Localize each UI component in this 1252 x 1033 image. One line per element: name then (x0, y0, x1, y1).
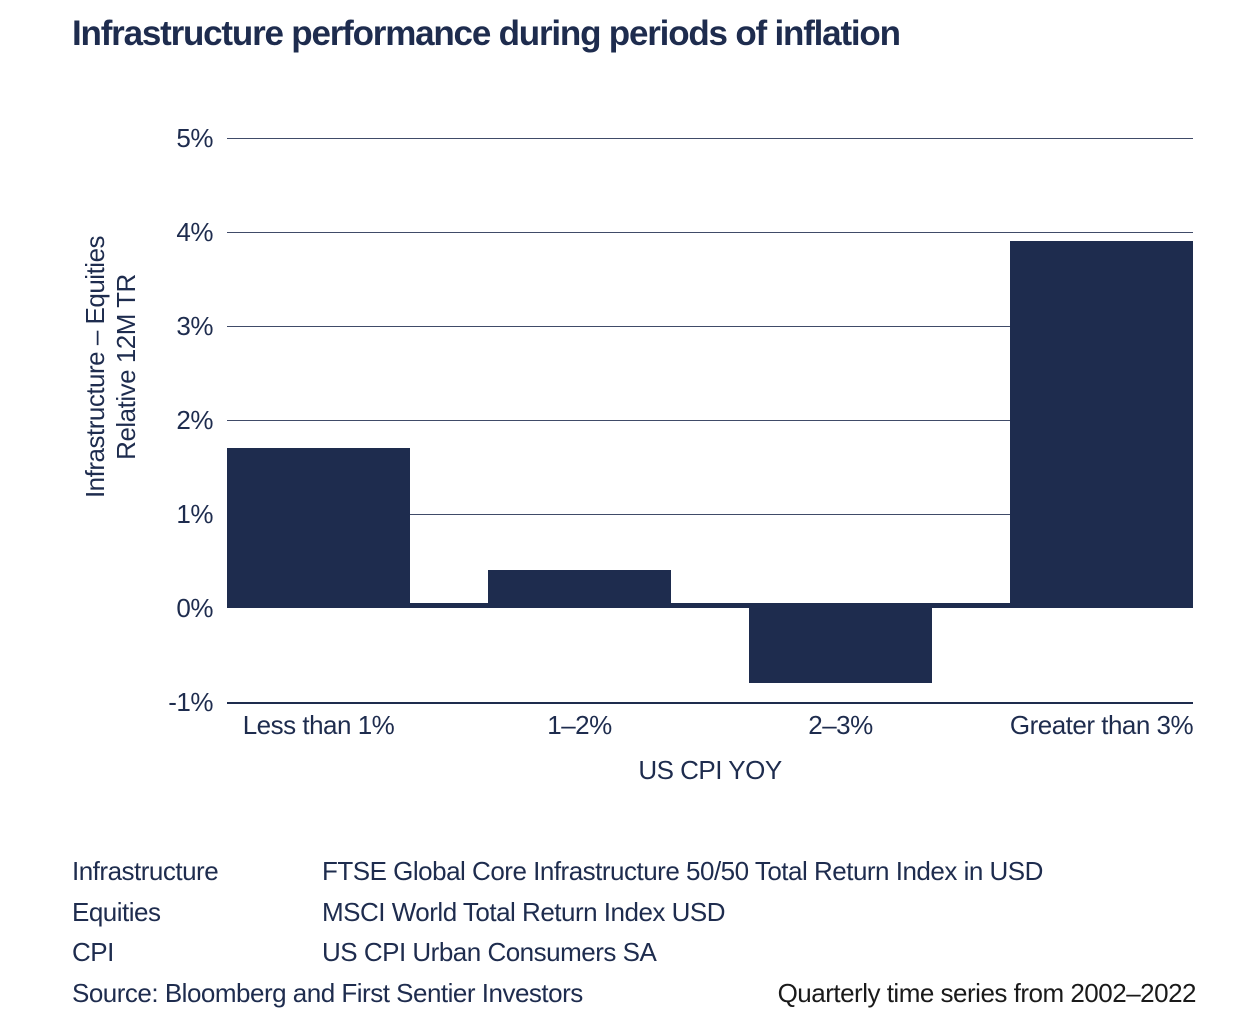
x-tick-label: Less than 1% (242, 710, 395, 740)
x-tick-label: Greater than 3% (1009, 710, 1194, 740)
y-tick-label: 0% (176, 593, 213, 623)
definition-term: Equities (72, 896, 161, 927)
y-tick-label: 2% (176, 405, 213, 435)
y-tick-label: 4% (176, 217, 213, 247)
x-axis-title: US CPI YOY (638, 755, 782, 785)
definition-text: FTSE Global Core Infrastructure 50/50 To… (322, 856, 1043, 886)
y-tick-label: 5% (176, 123, 213, 153)
y-tick-label: 1% (176, 499, 213, 529)
definition-term: Infrastructure (72, 856, 219, 886)
definition-term: CPI (72, 937, 114, 967)
bar-2 (488, 570, 671, 608)
y-tick-label: 3% (176, 311, 213, 341)
x-tick-label: 1–2% (547, 710, 612, 740)
gridline (227, 420, 1193, 421)
x-axis-line (227, 702, 1193, 704)
period-text: Quarterly time series from 2002–2022 (777, 977, 1197, 1008)
definitions-table: Infrastructure FTSE Global Core Infrastru… (72, 851, 1196, 973)
gridline (227, 138, 1193, 139)
zero-axis-line (227, 603, 1193, 608)
gridline (227, 514, 1193, 515)
bar-1 (227, 448, 410, 608)
y-tick-label: -1% (168, 687, 213, 717)
y-axis-title-line2: Relative 12M TR (111, 274, 141, 460)
gridline (227, 326, 1193, 327)
definition-text: MSCI World Total Return Index USD (322, 896, 726, 927)
gridline (227, 232, 1193, 233)
source-row: Source: Bloomberg and First Sentier Inve… (72, 973, 1197, 1014)
source-text: Source: Bloomberg and First Sentier Inve… (72, 977, 583, 1008)
x-tick-label: 2–3% (808, 710, 873, 740)
y-axis-title: Infrastructure – Equities Relative 12M T… (80, 236, 142, 498)
definition-text: US CPI Urban Consumers SA (322, 937, 657, 967)
y-axis-title-line1: Infrastructure – Equities (80, 235, 110, 499)
bar-4 (1010, 241, 1193, 608)
chart-title: Infrastructure performance during period… (72, 14, 901, 53)
bar-3 (749, 608, 932, 684)
